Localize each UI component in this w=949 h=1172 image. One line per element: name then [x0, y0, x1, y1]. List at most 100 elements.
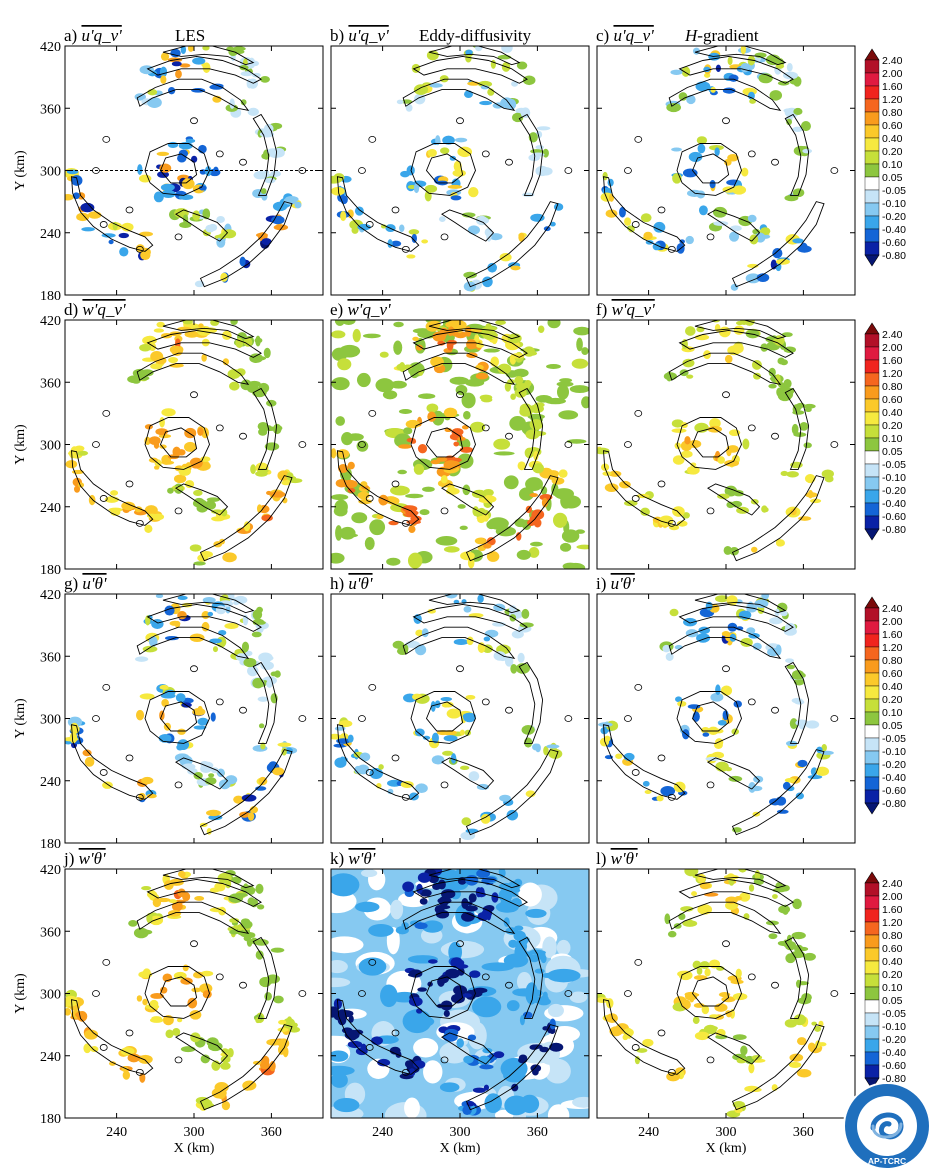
rainband-contour — [136, 901, 250, 934]
flux-patch — [255, 1016, 261, 1024]
field-patch — [461, 392, 476, 409]
cell-contour — [358, 167, 366, 174]
flux-patch — [724, 459, 740, 467]
flux-patch — [542, 148, 549, 158]
flux-patch — [140, 250, 151, 261]
flux-patch — [680, 450, 693, 458]
flux-patch — [465, 905, 478, 912]
cell-contour — [174, 233, 183, 241]
rainband-contour — [425, 153, 464, 184]
rainband-contour — [252, 387, 278, 470]
flux-patch — [796, 1037, 807, 1046]
flux-patch — [453, 638, 469, 646]
flux-patch — [405, 104, 413, 112]
flux-patch — [400, 170, 410, 178]
rainband-contour — [694, 320, 787, 340]
rainband-contour — [678, 55, 794, 84]
flux-patch — [294, 201, 302, 209]
flux-patch — [598, 722, 613, 727]
flux-patch — [784, 941, 797, 951]
flux-patch — [205, 809, 221, 817]
flux-patch — [457, 877, 467, 885]
flux-patch — [209, 84, 224, 90]
field-patch — [540, 486, 548, 495]
flux-patch — [533, 450, 539, 461]
flux-patch — [534, 968, 545, 974]
colorbar-label: -0.10 — [882, 198, 906, 210]
colorbar-bin — [864, 150, 880, 165]
colorbar-label: 0.10 — [882, 982, 903, 994]
flux-patch — [118, 232, 130, 239]
colorbar-arrow-bottom — [864, 1077, 880, 1090]
field-patch — [556, 939, 571, 956]
flux-patch — [669, 608, 679, 617]
rainband-contour — [336, 999, 420, 1075]
colorbar-label: 1.20 — [882, 94, 903, 106]
rainband-contour — [668, 626, 782, 659]
flux-patch — [714, 147, 720, 156]
flux-patch — [792, 126, 803, 132]
panel-letter: d) — [64, 300, 82, 319]
flux-patch — [139, 65, 154, 75]
flux-patch — [640, 507, 650, 516]
y-tick-label: 420 — [40, 314, 61, 329]
field-patch — [463, 410, 471, 420]
rainband-contour — [428, 594, 521, 614]
rainband-contour — [465, 1024, 559, 1111]
field-patch — [355, 901, 380, 913]
flux-patch — [142, 968, 151, 977]
cell-contour — [174, 507, 183, 515]
flux-patch — [463, 1055, 474, 1064]
flux-patch — [247, 665, 259, 677]
cell-contour — [215, 150, 224, 158]
flux-patch — [453, 985, 468, 996]
cell-contour — [771, 981, 779, 989]
panel-field — [65, 594, 307, 836]
flux-patch — [179, 221, 192, 229]
flux-patch — [144, 505, 158, 515]
flux-patch — [258, 652, 273, 663]
cell-contour — [365, 1044, 374, 1051]
colorbar-bin — [864, 750, 880, 765]
flux-patch — [553, 203, 564, 211]
flux-patch — [127, 1053, 141, 1063]
flux-patch — [660, 785, 676, 797]
flux-patch — [515, 532, 522, 541]
flux-patch — [413, 1060, 426, 1069]
rainband-contour — [136, 352, 250, 385]
flux-patch — [807, 775, 823, 780]
colorbar-bin — [864, 189, 880, 204]
field-patch — [493, 438, 511, 450]
flux-patch — [167, 86, 176, 95]
cell-contour — [505, 706, 513, 714]
flux-patch — [497, 363, 512, 375]
flux-patch — [437, 904, 451, 910]
flux-patch — [161, 698, 169, 707]
field-patch — [573, 326, 589, 336]
flux-patch — [462, 712, 476, 720]
flux-patch — [729, 633, 737, 642]
x-axis-label: X (km) — [174, 1141, 215, 1156]
flux-patch — [460, 765, 470, 770]
flux-patch — [411, 233, 417, 243]
rainband-contour — [668, 901, 782, 934]
flux-patch — [255, 470, 268, 477]
colorbar-bin — [864, 333, 880, 348]
flux-patch — [628, 225, 635, 233]
flux-patch — [65, 736, 79, 742]
flux-patch — [784, 194, 799, 202]
flux-patch — [530, 213, 545, 222]
panel-letter: c) — [596, 26, 613, 45]
flux-patch — [791, 669, 805, 680]
rainband-contour — [603, 724, 686, 800]
cell-contour — [190, 665, 198, 673]
flux-patch — [486, 551, 500, 562]
flux-patch — [84, 1029, 98, 1040]
colorbar-bin — [864, 98, 880, 113]
flux-patch — [467, 557, 475, 569]
flux-patch — [681, 999, 691, 1010]
flux-patch — [732, 343, 744, 354]
flux-patch — [821, 469, 834, 479]
flux-patch — [179, 63, 191, 68]
